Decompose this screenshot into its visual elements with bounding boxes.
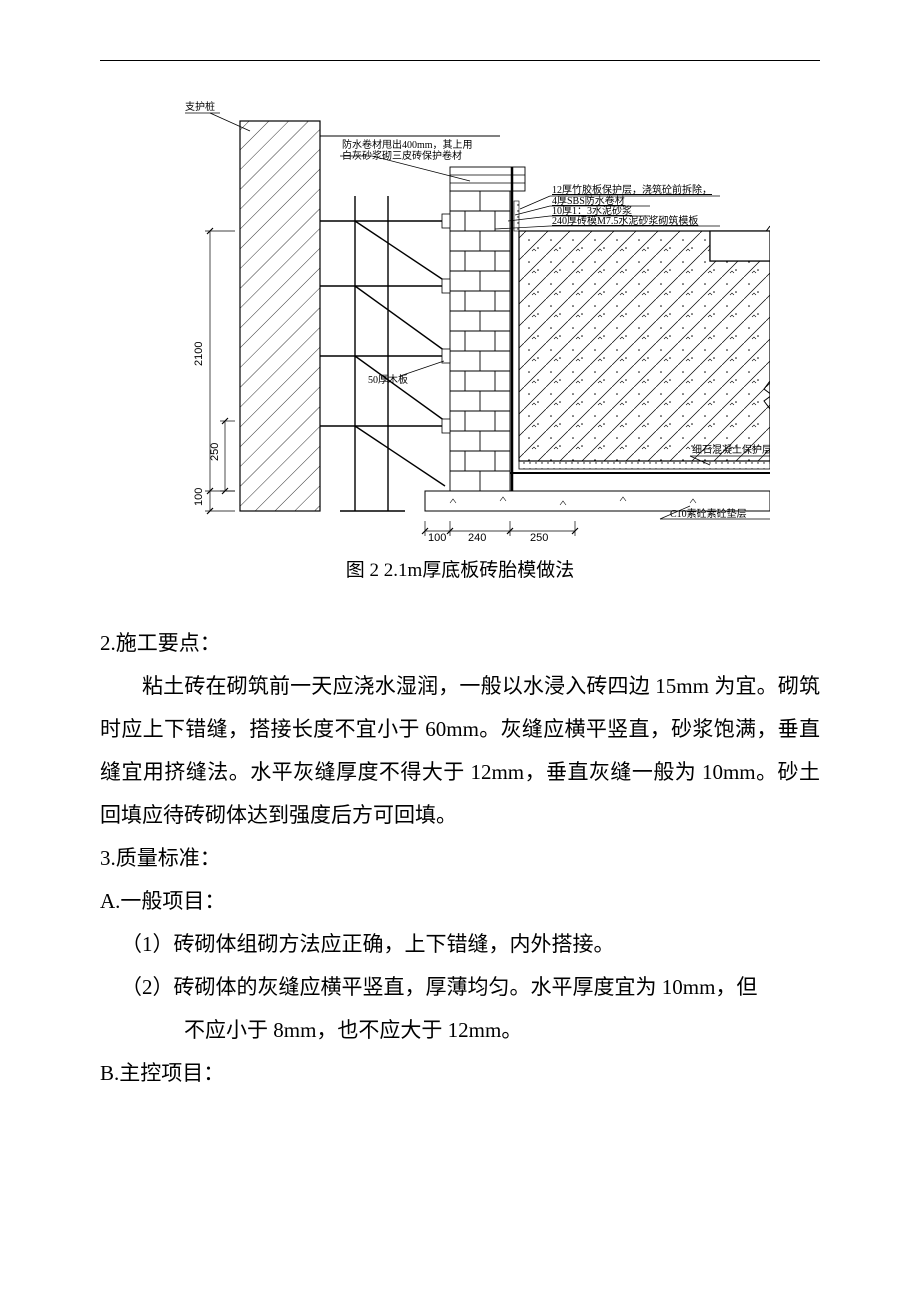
label-note1: 12厚竹胶板保护层，浇筑砼前拆除， xyxy=(552,183,712,196)
label-right2: C10素砼素砼垫层 xyxy=(670,507,747,520)
section3-title: 3.质量标准： xyxy=(100,837,820,880)
label-note4: 240厚砖模M7.5水泥砂浆砌筑模板 xyxy=(552,214,698,227)
dim-v3: 100 xyxy=(193,488,205,506)
item-a2: （2）砖砌体的灰缝应横平竖直，厚薄均匀。水平厚度宜为 10mm，但 xyxy=(100,966,820,1009)
figure-container: 支护桩 xyxy=(100,101,820,622)
dim-h3: 250 xyxy=(530,532,548,541)
label-right1: 细石混凝土保护层 xyxy=(692,443,770,456)
figure-diagram: 支护桩 xyxy=(150,101,770,541)
section2-body: 粘土砖在砌筑前一天应浇水湿润，一般以水浸入砖四边 15mm 为宜。砌筑时应上下错… xyxy=(100,665,820,837)
dim-h1: 100 xyxy=(428,532,446,541)
top-rule xyxy=(100,60,820,61)
sectionA-title: A.一般项目： xyxy=(100,880,820,923)
dim-v1: 2100 xyxy=(193,342,205,366)
dim-h2: 240 xyxy=(468,532,486,541)
label-zhihu: 支护桩 xyxy=(185,101,215,113)
section2-title: 2.施工要点： xyxy=(100,622,820,665)
sectionB-title: B.主控项目： xyxy=(100,1052,820,1095)
label-muban: 50厚木板 xyxy=(368,373,408,386)
item-a2b: 不应小于 8mm，也不应大于 12mm。 xyxy=(100,1009,820,1052)
label-callout2: 白灰砂浆砌三皮砖保护卷材 xyxy=(342,149,462,162)
label-callout1: 防水卷材甩出400mm，其上用 xyxy=(342,138,473,151)
dim-v2: 250 xyxy=(209,443,221,461)
figure-caption: 图 2 2.1m厚底板砖胎模做法 xyxy=(346,555,575,582)
body-text: 2.施工要点： 粘土砖在砌筑前一天应浇水湿润，一般以水浸入砖四边 15mm 为宜… xyxy=(100,622,820,1096)
item-a1: （1）砖砌体组砌方法应正确，上下错缝，内外搭接。 xyxy=(100,923,820,966)
